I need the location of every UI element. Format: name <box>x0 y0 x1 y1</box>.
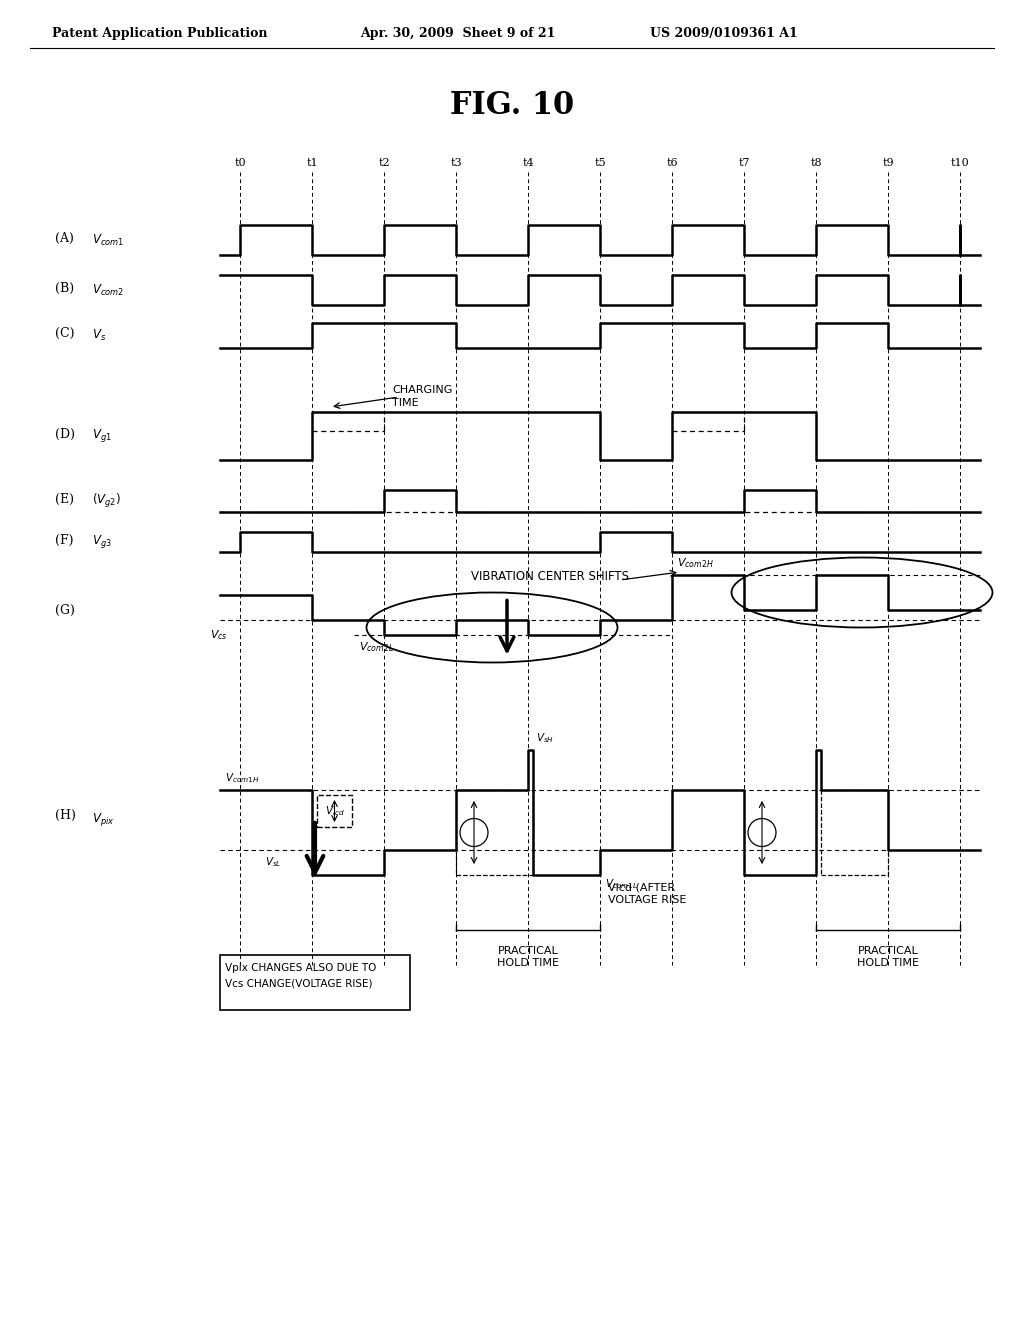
Text: t8: t8 <box>810 158 822 168</box>
Text: (B): (B) <box>55 281 74 294</box>
Text: $V_{com2}$: $V_{com2}$ <box>92 282 124 297</box>
Text: $V_{com2L}$: $V_{com2L}$ <box>359 640 394 653</box>
Text: FIG. 10: FIG. 10 <box>450 90 574 120</box>
Text: Vpix CHANGES ALSO DUE TO: Vpix CHANGES ALSO DUE TO <box>225 964 377 973</box>
Text: t6: t6 <box>667 158 678 168</box>
Text: t10: t10 <box>950 158 970 168</box>
Text: t0: t0 <box>234 158 246 168</box>
Text: t9: t9 <box>883 158 894 168</box>
Text: t5: t5 <box>594 158 606 168</box>
Text: $V_{g1}$: $V_{g1}$ <box>92 428 112 445</box>
Text: $V_{com1H}$: $V_{com1H}$ <box>225 771 259 785</box>
Text: (H): (H) <box>55 808 76 821</box>
Text: US 2009/0109361 A1: US 2009/0109361 A1 <box>650 26 798 40</box>
Text: Vcs CHANGE(VOLTAGE RISE): Vcs CHANGE(VOLTAGE RISE) <box>225 979 373 989</box>
Text: $V_s$: $V_s$ <box>92 327 106 343</box>
Text: Patent Application Publication: Patent Application Publication <box>52 26 267 40</box>
Text: (F): (F) <box>55 533 74 546</box>
Text: t3: t3 <box>451 158 462 168</box>
Text: t4: t4 <box>522 158 534 168</box>
Text: (G): (G) <box>55 603 75 616</box>
Text: $V_{com2H}$: $V_{com2H}$ <box>677 556 714 570</box>
Text: t7: t7 <box>738 158 750 168</box>
Text: Vlcd (AFTER
VOLTAGE RISE: Vlcd (AFTER VOLTAGE RISE <box>608 883 686 904</box>
Text: VIBRATION CENTER SHIFTS: VIBRATION CENTER SHIFTS <box>471 570 629 583</box>
Bar <box>821 789 888 875</box>
Text: PRACTICAL
HOLD TIME: PRACTICAL HOLD TIME <box>497 946 559 968</box>
Text: $V_{sL}$: $V_{sL}$ <box>265 855 282 869</box>
Bar <box>220 954 410 1010</box>
Text: (E): (E) <box>55 492 74 506</box>
Text: $V_{com1L}$: $V_{com1L}$ <box>605 876 638 891</box>
Text: $V_{pix}$: $V_{pix}$ <box>92 812 115 829</box>
Bar <box>317 795 352 828</box>
Text: (A): (A) <box>55 231 74 244</box>
Text: (D): (D) <box>55 428 75 441</box>
Text: $V_{lcd}$: $V_{lcd}$ <box>325 804 344 818</box>
Text: $(V_{g2})$: $(V_{g2})$ <box>92 492 121 510</box>
Text: $V_{cs}$: $V_{cs}$ <box>210 628 227 642</box>
Bar <box>456 789 534 875</box>
Text: TIME: TIME <box>392 399 419 408</box>
Text: $V_{com1}$: $V_{com1}$ <box>92 232 124 248</box>
Text: (C): (C) <box>55 327 75 341</box>
Text: t2: t2 <box>378 158 390 168</box>
Text: PRACTICAL
HOLD TIME: PRACTICAL HOLD TIME <box>857 946 919 968</box>
Text: Apr. 30, 2009  Sheet 9 of 21: Apr. 30, 2009 Sheet 9 of 21 <box>360 26 555 40</box>
Text: t1: t1 <box>306 158 317 168</box>
Text: $V_{g3}$: $V_{g3}$ <box>92 533 112 550</box>
Text: CHARGING: CHARGING <box>392 385 453 395</box>
Text: $V_{sH}$: $V_{sH}$ <box>536 731 554 744</box>
